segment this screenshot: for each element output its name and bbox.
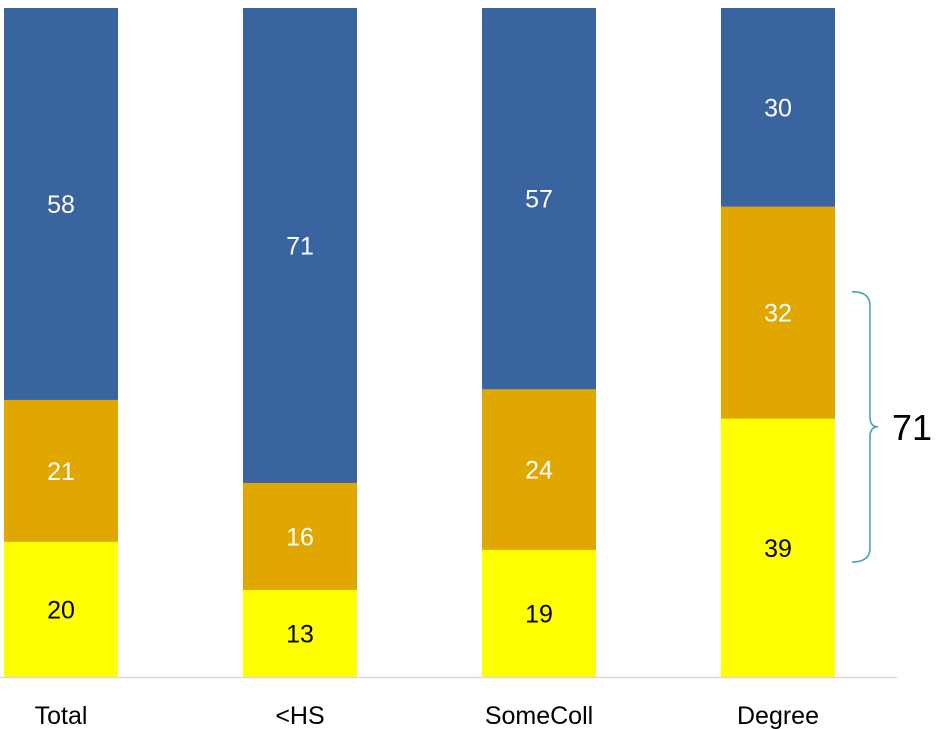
curly-bracket-icon xyxy=(851,290,879,563)
bar-degree-top xyxy=(721,8,835,207)
bar-hs-top xyxy=(243,8,357,483)
x-tick-label-total: Total xyxy=(35,702,88,729)
data-label-hs-top: 71 xyxy=(286,232,314,260)
bar-total-bottom xyxy=(4,541,118,677)
bar-total-top xyxy=(4,8,118,400)
bar-hs-middle xyxy=(243,482,357,591)
data-label-hs-bottom: 13 xyxy=(286,621,314,649)
data-label-somecoll-middle: 24 xyxy=(525,457,553,485)
data-label-degree-top: 30 xyxy=(764,94,792,122)
bar-degree-middle xyxy=(721,206,835,419)
bar-hs-bottom xyxy=(243,590,357,677)
bar-total-middle xyxy=(4,399,118,542)
bar-somecoll-top xyxy=(482,8,596,390)
x-tick-labels: Total <HS SomeColl Degree xyxy=(35,702,819,729)
bar-somecoll-bottom xyxy=(482,549,596,677)
x-tick-label-degree: Degree xyxy=(737,702,819,729)
bracket-annotation: 71 xyxy=(851,290,932,563)
data-label-somecoll-top: 57 xyxy=(525,186,553,214)
x-tick-label-hs: <HS xyxy=(275,702,324,729)
data-label-total-top: 58 xyxy=(47,191,75,219)
data-label-total-bottom: 20 xyxy=(47,596,75,624)
x-tick-label-somecoll: SomeColl xyxy=(485,702,593,729)
data-label-total-middle: 21 xyxy=(47,458,75,486)
annotation-label: 71 xyxy=(892,407,932,448)
bar-degree-bottom xyxy=(721,418,835,677)
data-label-degree-middle: 32 xyxy=(764,300,792,328)
bars-group: 20 21 58 13 16 71 19 24 57 39 32 30 xyxy=(4,8,835,677)
data-label-somecoll-bottom: 19 xyxy=(525,600,553,628)
data-label-degree-bottom: 39 xyxy=(764,535,792,563)
data-label-hs-middle: 16 xyxy=(286,524,314,552)
bar-somecoll-middle xyxy=(482,389,596,550)
